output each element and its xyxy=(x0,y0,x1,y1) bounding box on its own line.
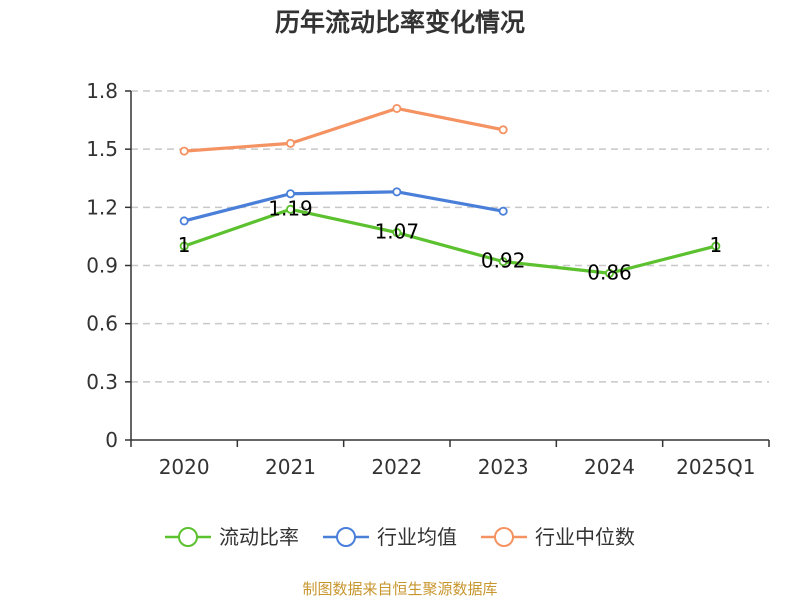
data-point xyxy=(179,216,189,226)
data-labels: 1 1.19 1.07 0.92 0.86 1 xyxy=(178,196,722,284)
x-tick-label: 2020 xyxy=(159,455,210,479)
x-tick-label: 2025Q1 xyxy=(676,455,755,479)
x-tick-label: 2024 xyxy=(584,455,635,479)
series-line xyxy=(182,207,718,275)
data-point xyxy=(498,206,508,216)
data-point xyxy=(285,138,295,148)
data-point xyxy=(711,241,721,251)
data-label: 1 xyxy=(709,233,722,257)
data-label: 1.07 xyxy=(375,220,420,244)
legend-item[interactable]: 流动比率 xyxy=(165,525,299,549)
data-point xyxy=(392,103,402,113)
chart-title: 历年流动比率变化情况 xyxy=(275,8,525,37)
legend-label: 行业均值 xyxy=(377,525,457,549)
data-label: 0.92 xyxy=(481,249,526,273)
axes: 0 0.3 0.6 0.9 1.2 1.5 1.8 2020 2021 2022 2023 2024 2… xyxy=(86,79,770,479)
data-label: 0.86 xyxy=(587,260,632,284)
legend-item[interactable]: 行业均值 xyxy=(323,525,457,549)
data-point xyxy=(392,187,402,197)
y-tick-label: 0.3 xyxy=(86,370,118,394)
legend-label: 流动比率 xyxy=(219,525,299,549)
y-tick-label: 1.5 xyxy=(86,137,118,161)
legend-item[interactable]: 行业中位数 xyxy=(481,525,635,549)
source-note: 制图数据来自恒生聚源数据库 xyxy=(302,580,497,598)
data-point xyxy=(392,228,402,238)
series-line xyxy=(182,190,505,223)
legend[interactable]: 流动比率 行业均值 行业中位数 xyxy=(165,525,635,549)
legend-marker xyxy=(494,527,514,547)
x-tick-label: 2022 xyxy=(371,455,422,479)
data-point xyxy=(179,241,189,251)
data-point xyxy=(285,189,295,199)
legend-marker xyxy=(336,527,356,547)
y-tick-label: 1.8 xyxy=(86,79,118,103)
series-line xyxy=(182,106,505,153)
data-label: 1 xyxy=(178,233,191,257)
data-point xyxy=(605,268,615,278)
legend-label: 行业中位数 xyxy=(535,525,635,549)
y-tick-label: 0.6 xyxy=(86,312,118,336)
y-tick-label: 0.9 xyxy=(86,254,118,278)
grid-lines xyxy=(131,90,769,383)
x-tick-label: 2023 xyxy=(478,455,529,479)
x-tick-label: 2021 xyxy=(265,455,316,479)
data-point xyxy=(498,257,508,267)
data-point xyxy=(179,146,189,156)
legend-marker xyxy=(178,527,198,547)
y-tick-label: 1.2 xyxy=(86,195,118,219)
y-tick-label: 0 xyxy=(105,428,118,452)
data-label: 1.19 xyxy=(268,196,313,220)
data-point xyxy=(285,204,295,214)
data-point xyxy=(498,125,508,135)
series-lines xyxy=(179,103,721,278)
